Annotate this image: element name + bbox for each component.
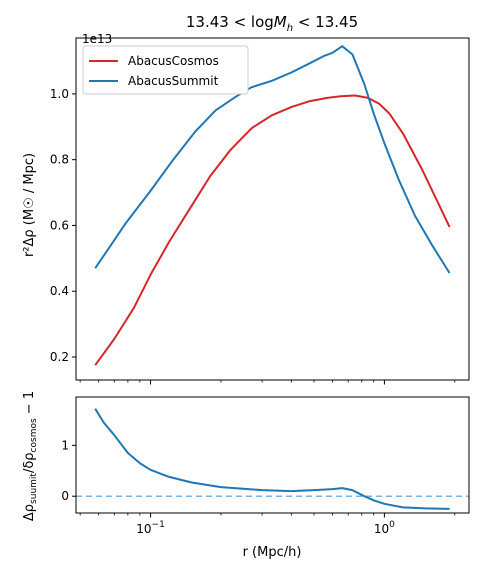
bottom-axes-frame	[75, 396, 470, 514]
y-offset-text: 1e13	[82, 32, 112, 46]
x-tick-label: 100	[374, 520, 395, 536]
bottom-plot-area: 0 1 10−1 100	[61, 396, 470, 536]
bottom-series-ratio	[94, 408, 450, 510]
legend: AbacusCosmos AbacusSummit	[82, 45, 249, 95]
top-series-abacussummit	[94, 45, 451, 274]
top-plot-area: 0.2 0.4 0.6 0.8 1.0	[50, 37, 470, 385]
bottom-y-axis-label: Δρsuumit/δρcosmos − 1	[22, 391, 39, 521]
bottom-y-tick-label: 1	[61, 438, 69, 452]
bottom-y-tick-label: 0	[61, 489, 69, 503]
legend-box	[82, 45, 249, 95]
legend-label-abacussummit: AbacusSummit	[128, 74, 219, 88]
bottom-series-group	[76, 408, 469, 510]
chart-title: 13.43 < logMh < 13.45	[186, 13, 358, 34]
x-axis-label: r (Mpc/h)	[243, 545, 302, 560]
top-axes-frame	[75, 37, 470, 381]
top-y-axis-label: r²Δρ (M☉ / Mpc)	[22, 153, 37, 257]
top-y-tick-label: 1.0	[50, 87, 69, 101]
top-y-tick-label: 0.4	[50, 284, 69, 298]
x-tick-label: 10−1	[136, 520, 165, 536]
top-series-abacuscosmos	[94, 94, 451, 366]
top-series-group	[94, 45, 451, 366]
top-y-tick-label: 0.2	[50, 350, 69, 364]
top-y-tick-label: 0.6	[50, 218, 69, 232]
top-y-tick-label: 0.8	[50, 153, 69, 167]
legend-label-abacuscosmos: AbacusCosmos	[128, 54, 219, 68]
